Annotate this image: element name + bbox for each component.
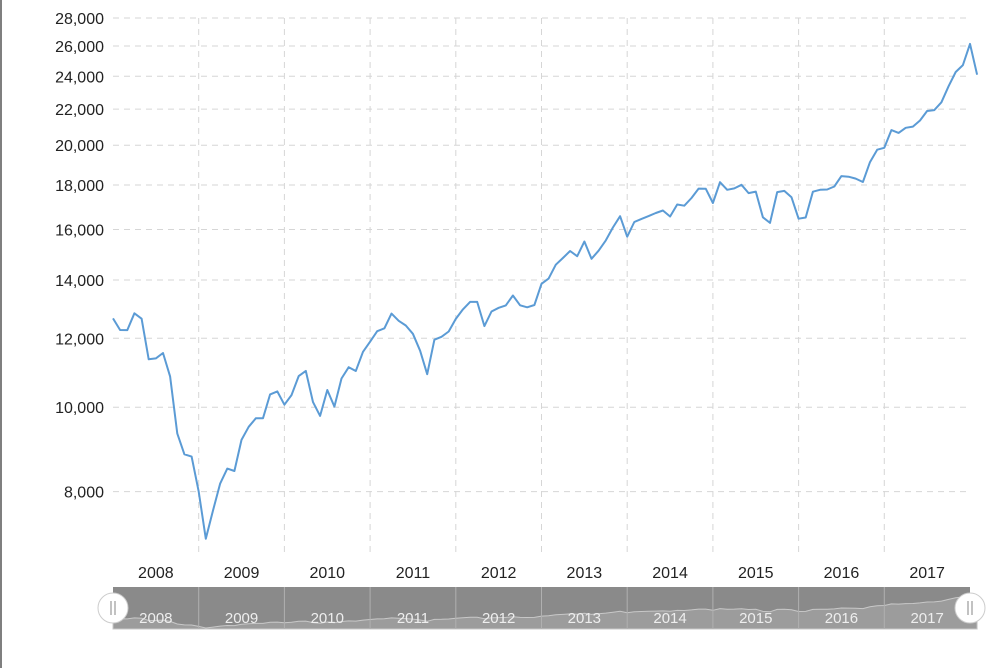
series-line bbox=[112, 42, 979, 540]
x-tick-label: 2010 bbox=[309, 565, 345, 582]
x-tick-label: 2014 bbox=[652, 565, 688, 582]
x-tick-label: 2013 bbox=[567, 565, 603, 582]
navigator-label: 2010 bbox=[311, 610, 344, 627]
navigator-series bbox=[112, 593, 978, 630]
navigator-label: 2012 bbox=[482, 610, 515, 627]
y-tick-label: 22,000 bbox=[55, 102, 104, 119]
y-tick-label: 10,000 bbox=[55, 400, 104, 417]
navigator-handle-left[interactable] bbox=[97, 592, 129, 624]
navigator[interactable]: 2008 2009 2010 2011 2012 2013 2014 2015 2016 2017 bbox=[97, 587, 986, 630]
x-tick-label: 2011 bbox=[396, 565, 431, 582]
navigator-label: 2008 bbox=[139, 610, 172, 627]
x-tick-label: 2009 bbox=[224, 565, 260, 582]
y-axis: 8,000 10,000 12,000 14,000 16,000 18,000 20,00… bbox=[55, 11, 104, 502]
x-tick-label: 2015 bbox=[738, 565, 774, 582]
y-tick-label: 16,000 bbox=[55, 223, 104, 240]
x-tick-label: 2008 bbox=[138, 565, 174, 582]
navigator-handle-right[interactable] bbox=[954, 592, 986, 624]
navigator-dividers bbox=[198, 587, 885, 629]
x-tick-label: 2012 bbox=[481, 565, 517, 582]
y-tick-label: 8,000 bbox=[64, 485, 104, 502]
y-tick-label: 20,000 bbox=[55, 138, 104, 155]
navigator-label: 2014 bbox=[653, 610, 686, 627]
navigator-label: 2016 bbox=[825, 610, 858, 627]
y-tick-label: 12,000 bbox=[55, 331, 104, 348]
y-tick-label: 28,000 bbox=[55, 11, 104, 28]
navigator-labels: 2008 2009 2010 2011 2012 2013 2014 2015 2016 2017 bbox=[139, 610, 944, 627]
x-axis: 2008 2009 2010 2011 2012 2013 2014 2015 2016 2017 bbox=[138, 565, 945, 582]
navigator-label: 2011 bbox=[397, 610, 429, 627]
navigator-label: 2009 bbox=[225, 610, 258, 627]
x-tick-label: 2016 bbox=[824, 565, 860, 582]
x-tick-label: 2017 bbox=[909, 565, 945, 582]
y-tick-label: 24,000 bbox=[55, 69, 104, 86]
y-tick-label: 18,000 bbox=[55, 178, 104, 195]
navigator-label: 2013 bbox=[568, 610, 601, 627]
navigator-label: 2015 bbox=[739, 610, 772, 627]
y-tick-label: 26,000 bbox=[55, 39, 104, 56]
y-tick-label: 14,000 bbox=[55, 273, 104, 290]
navigator-label: 2017 bbox=[910, 610, 943, 627]
